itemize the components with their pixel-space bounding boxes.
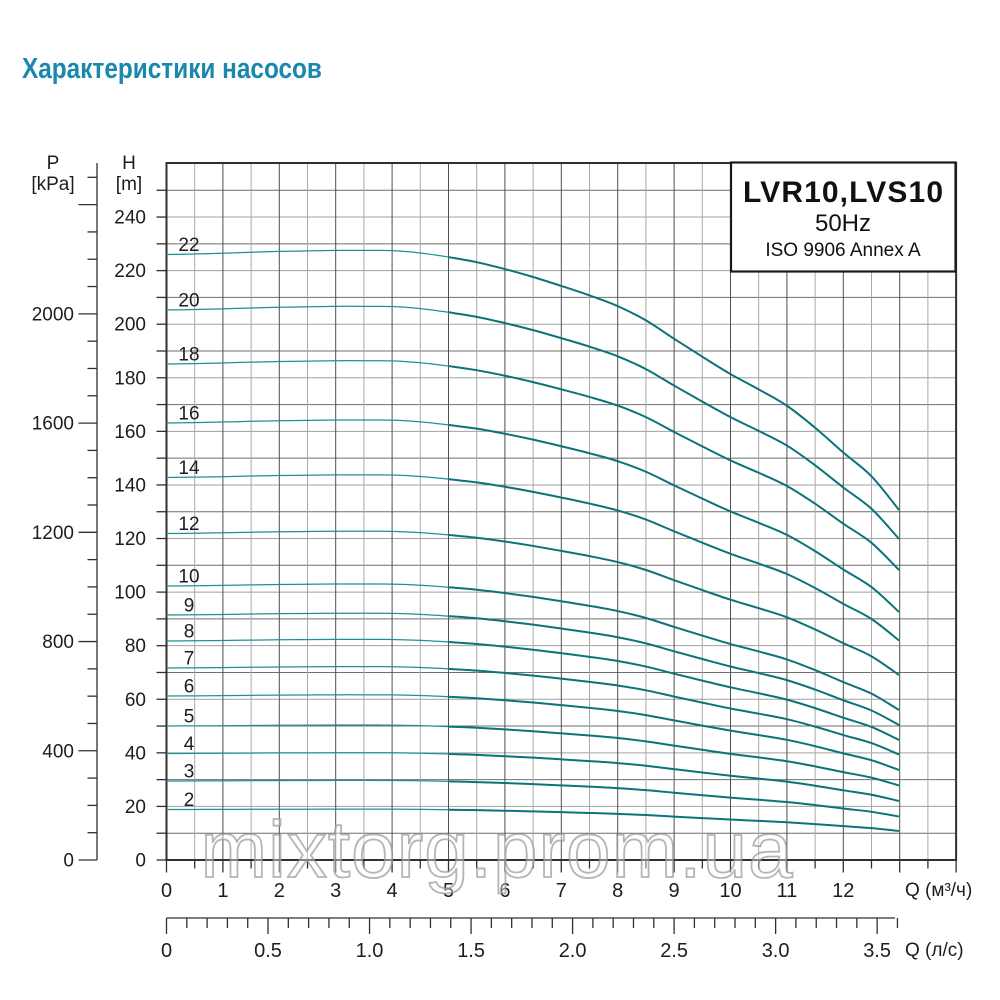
- svg-text:240: 240: [114, 208, 146, 229]
- svg-text:5: 5: [184, 707, 195, 728]
- svg-text:9: 9: [669, 880, 680, 902]
- svg-text:160: 160: [114, 422, 146, 443]
- svg-text:9: 9: [184, 596, 195, 617]
- svg-text:LVR10,LVS10: LVR10,LVS10: [743, 176, 943, 209]
- svg-text:6: 6: [499, 880, 510, 902]
- svg-text:3: 3: [330, 880, 341, 902]
- svg-text:[kPa]: [kPa]: [31, 174, 74, 195]
- svg-text:1600: 1600: [32, 414, 74, 435]
- svg-text:22: 22: [178, 235, 199, 256]
- svg-text:10: 10: [178, 567, 199, 588]
- svg-text:1.5: 1.5: [457, 940, 485, 962]
- svg-text:100: 100: [114, 583, 146, 604]
- svg-text:50Hz: 50Hz: [815, 210, 871, 237]
- svg-text:11: 11: [777, 880, 798, 902]
- svg-text:200: 200: [114, 315, 146, 336]
- svg-text:14: 14: [178, 458, 200, 479]
- svg-text:3: 3: [184, 762, 195, 783]
- svg-text:140: 140: [114, 475, 146, 496]
- svg-text:220: 220: [114, 261, 146, 282]
- svg-text:1.0: 1.0: [356, 940, 384, 962]
- svg-text:mixtorg.prom.ua: mixtorg.prom.ua: [201, 805, 794, 894]
- svg-text:7: 7: [184, 649, 195, 670]
- svg-text:0.5: 0.5: [254, 940, 282, 962]
- svg-text:[m]: [m]: [116, 174, 142, 195]
- svg-text:400: 400: [42, 741, 74, 762]
- svg-text:2: 2: [184, 790, 195, 811]
- svg-text:3.5: 3.5: [863, 940, 891, 962]
- svg-text:2: 2: [274, 880, 285, 902]
- svg-text:8: 8: [184, 622, 195, 643]
- svg-text:18: 18: [178, 345, 199, 366]
- svg-text:2.5: 2.5: [660, 940, 688, 962]
- svg-text:120: 120: [114, 529, 146, 550]
- svg-text:16: 16: [178, 404, 199, 425]
- svg-text:20: 20: [125, 797, 146, 818]
- svg-text:20: 20: [178, 291, 199, 312]
- svg-text:2000: 2000: [32, 304, 74, 325]
- svg-text:1: 1: [217, 880, 228, 902]
- svg-text:2.0: 2.0: [559, 940, 587, 962]
- svg-text:800: 800: [42, 632, 74, 653]
- svg-text:60: 60: [125, 690, 146, 711]
- svg-text:7: 7: [556, 880, 567, 902]
- svg-text:5: 5: [443, 880, 454, 902]
- svg-text:180: 180: [114, 368, 146, 389]
- svg-text:8: 8: [612, 880, 623, 902]
- svg-text:0: 0: [63, 851, 74, 872]
- svg-text:P: P: [47, 153, 60, 174]
- svg-text:10: 10: [719, 880, 741, 902]
- svg-text:ISO 9906 Annex A: ISO 9906 Annex A: [765, 240, 921, 261]
- svg-text:0: 0: [161, 880, 172, 902]
- svg-text:1200: 1200: [32, 523, 74, 544]
- svg-text:12: 12: [832, 880, 854, 902]
- svg-text:Q (л/с): Q (л/с): [905, 940, 964, 961]
- svg-text:4: 4: [184, 734, 195, 755]
- svg-text:40: 40: [125, 743, 146, 764]
- svg-text:80: 80: [125, 636, 146, 657]
- svg-text:0: 0: [161, 940, 172, 962]
- svg-text:0: 0: [135, 851, 146, 872]
- svg-text:12: 12: [178, 514, 199, 535]
- svg-text:Q (м³/ч): Q (м³/ч): [905, 880, 972, 901]
- svg-text:4: 4: [387, 880, 398, 902]
- svg-text:H: H: [122, 153, 136, 174]
- svg-text:6: 6: [184, 677, 195, 698]
- svg-text:3.0: 3.0: [762, 940, 790, 962]
